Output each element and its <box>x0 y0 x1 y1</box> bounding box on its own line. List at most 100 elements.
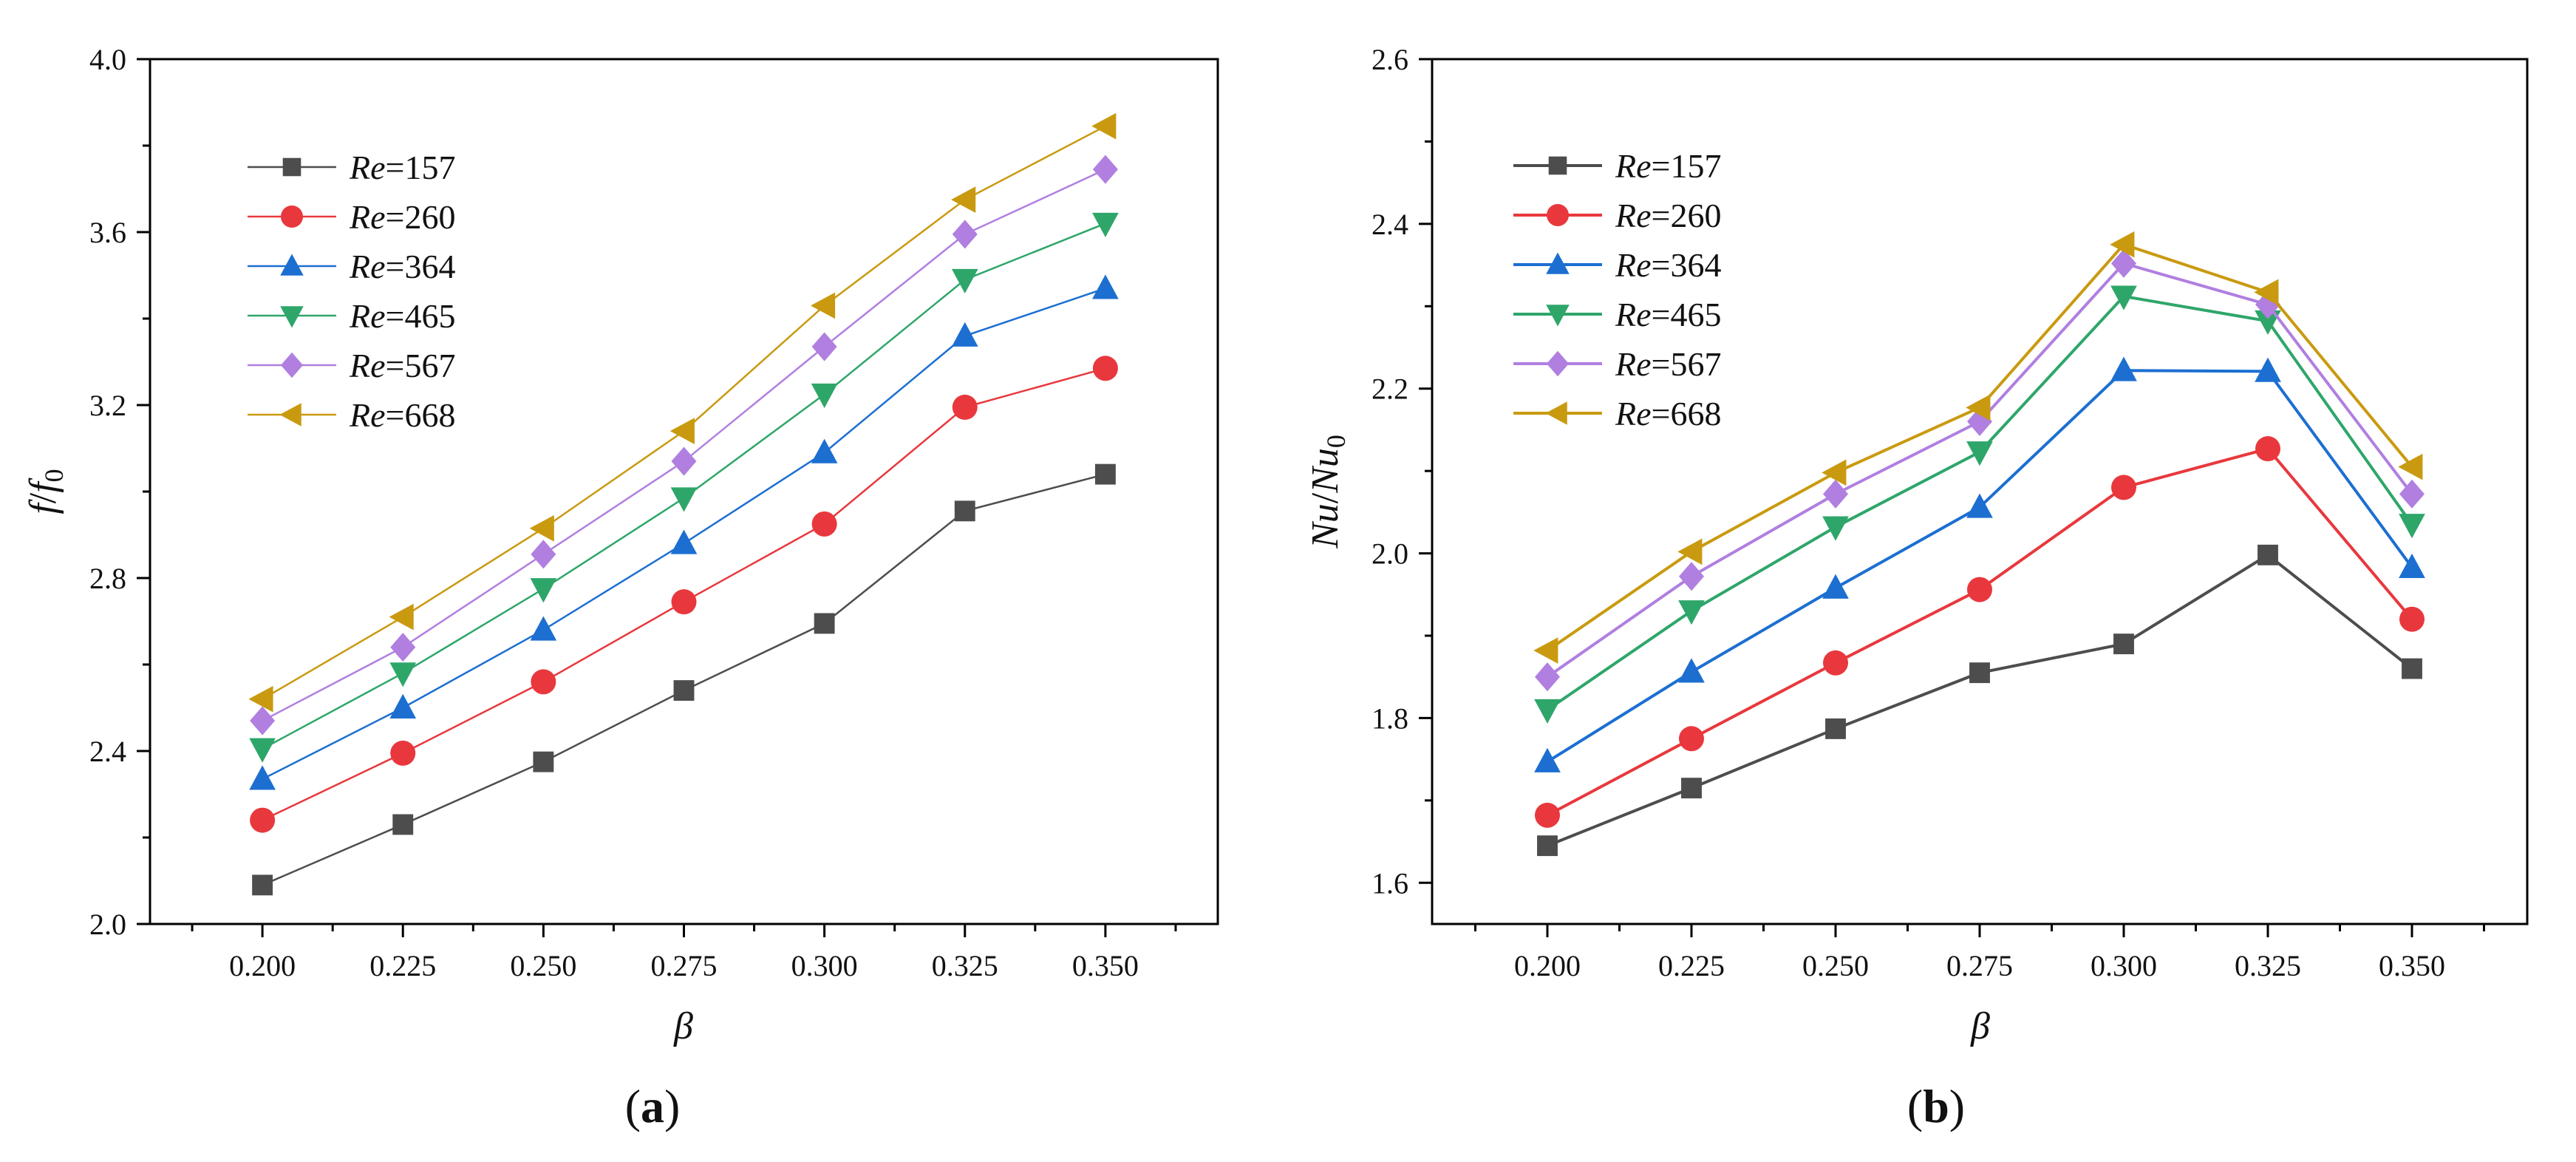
y-axis-title: Nu/Nu0 <box>1304 435 1351 549</box>
series-re-668 <box>248 112 1117 713</box>
y-axis-title: f/f0 <box>22 469 69 514</box>
data-point <box>2399 479 2425 509</box>
data-point <box>1822 574 1849 599</box>
data-point <box>1092 212 1119 237</box>
x-tick-label: 0.200 <box>229 949 296 982</box>
x-tick-label: 0.325 <box>2235 949 2301 982</box>
data-point <box>811 511 837 537</box>
legend-marker <box>1547 350 1569 377</box>
chart-panel-a: 0.200 0.225 0.250 0.275 0.300 0.325 0.350 2.0 2.… <box>22 43 1219 1132</box>
data-point <box>389 693 417 718</box>
y-tick-label: 3.2 <box>89 389 126 422</box>
data-point <box>951 322 978 347</box>
legend-item: Re=668 <box>248 396 455 434</box>
legend-label: Re=567 <box>349 347 455 384</box>
data-point <box>1823 650 1848 676</box>
legend-label: Re=567 <box>1615 345 1721 383</box>
series-re-260 <box>1535 436 2425 828</box>
data-point <box>671 446 697 476</box>
x-tick-label: 0.225 <box>369 949 436 982</box>
series-re-260 <box>250 356 1118 833</box>
data-point <box>814 613 835 634</box>
data-point <box>669 418 695 444</box>
legend-item: Re=260 <box>248 198 455 236</box>
y-tick-label: 4.0 <box>89 43 126 76</box>
data-point <box>250 807 276 833</box>
data-point <box>389 603 414 631</box>
data-point <box>248 685 273 713</box>
data-point <box>2255 357 2281 382</box>
legend-item: Re=364 <box>248 248 455 285</box>
data-point <box>1533 637 1558 664</box>
series-re-668 <box>1533 231 2423 664</box>
data-point <box>1534 747 1561 772</box>
data-point <box>952 394 978 420</box>
data-point <box>392 814 414 835</box>
x-tick-label: 0.325 <box>932 949 998 982</box>
x-tick-label: 0.300 <box>791 949 858 982</box>
x-tick-label: 0.275 <box>1946 949 2013 982</box>
data-point <box>531 669 556 695</box>
data-point <box>2258 544 2278 565</box>
legend-label: Re=465 <box>349 297 455 335</box>
legend-marker <box>1546 252 1570 274</box>
legend-marker <box>282 157 301 177</box>
legend-label: Re=668 <box>349 396 455 434</box>
legend-item: Re=157 <box>1513 147 1721 185</box>
legend-item: Re=465 <box>1513 296 1721 333</box>
chart-panel-b: 0.200 0.225 0.250 0.275 0.300 0.325 0.350 1.6 1.… <box>1304 43 2529 1132</box>
series-re-567 <box>250 154 1118 735</box>
legend-item: Re=157 <box>248 149 455 186</box>
data-point <box>1966 394 1991 421</box>
data-point <box>1822 459 1847 486</box>
data-point <box>2255 436 2280 462</box>
series-re-157 <box>1537 544 2422 857</box>
x-axis-title: β <box>673 1005 693 1047</box>
data-point <box>1825 718 1846 739</box>
data-point <box>249 765 276 790</box>
legend-marker <box>280 306 304 328</box>
data-point <box>2254 279 2279 306</box>
data-point <box>2402 658 2422 679</box>
data-point <box>1679 726 1704 752</box>
x-tick-label: 0.350 <box>2379 949 2445 982</box>
y-tick-label: 2.0 <box>89 908 126 941</box>
legend-label: Re=260 <box>349 198 455 236</box>
data-point <box>1678 658 1705 683</box>
x-tick-label: 0.200 <box>1514 949 1581 982</box>
legend-marker <box>1548 156 1567 175</box>
x-tick-label: 0.225 <box>1658 949 1725 982</box>
legend-item: Re=260 <box>1513 197 1721 234</box>
data-point <box>1681 778 1702 799</box>
data-point <box>670 487 698 512</box>
y-tick-label: 1.6 <box>1372 866 1408 900</box>
series-re-157 <box>252 463 1116 896</box>
data-point <box>1823 479 1848 509</box>
data-point <box>249 738 276 763</box>
x-tick-label: 0.250 <box>1802 949 1869 982</box>
series-re-465 <box>249 212 1119 763</box>
data-point <box>1966 493 1993 518</box>
legend-marker <box>281 352 303 378</box>
legend-item: Re=668 <box>1513 395 1721 432</box>
data-point <box>1092 274 1119 299</box>
series-re-364 <box>249 274 1119 790</box>
legend-marker <box>280 254 304 276</box>
data-point <box>1094 463 1116 485</box>
data-point <box>1677 538 1703 565</box>
series-re-364 <box>1534 356 2425 772</box>
data-point <box>390 633 416 662</box>
panel-label: (b) <box>1907 1080 1965 1132</box>
data-point <box>530 578 557 603</box>
data-point <box>529 514 554 542</box>
x-tick-label: 0.250 <box>510 949 576 982</box>
data-point <box>2399 553 2425 578</box>
data-point <box>952 220 978 249</box>
data-point <box>1535 662 1560 692</box>
data-point <box>811 438 838 463</box>
data-point <box>1092 154 1118 184</box>
panel-label: (a) <box>625 1080 681 1132</box>
data-point <box>1969 662 1990 684</box>
data-point <box>671 589 697 615</box>
